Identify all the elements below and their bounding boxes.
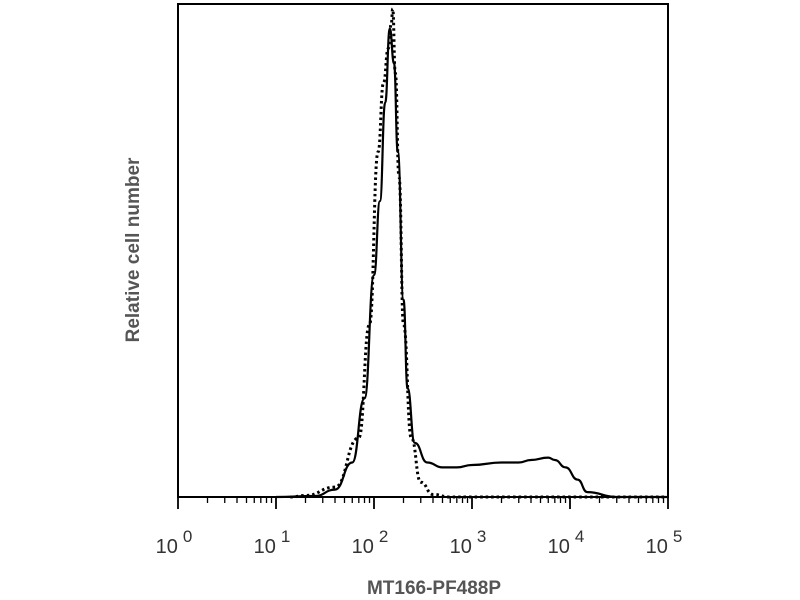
y-axis-title: Relative cell number: [123, 157, 144, 342]
x-axis-title: MT166-PF488P: [367, 578, 501, 599]
x-tick-labels: 10 0 10 1 10 2 10 3 10 4 10 5: [156, 527, 683, 558]
x-tick-label: 10 2: [352, 527, 389, 558]
x-minor-ticks: [206, 497, 665, 503]
x-major-ticks: [177, 497, 669, 509]
series-solid-line: [275, 27, 669, 499]
series-dotted-line: [290, 7, 669, 499]
x-tick-label: 10 1: [254, 527, 291, 558]
x-tick-label: 10 5: [646, 527, 683, 558]
plot-frame: [177, 3, 669, 498]
x-tick-label: 10 4: [548, 527, 585, 558]
x-tick-label: 10 0: [156, 527, 193, 558]
x-tick-label: 10 3: [450, 527, 487, 558]
